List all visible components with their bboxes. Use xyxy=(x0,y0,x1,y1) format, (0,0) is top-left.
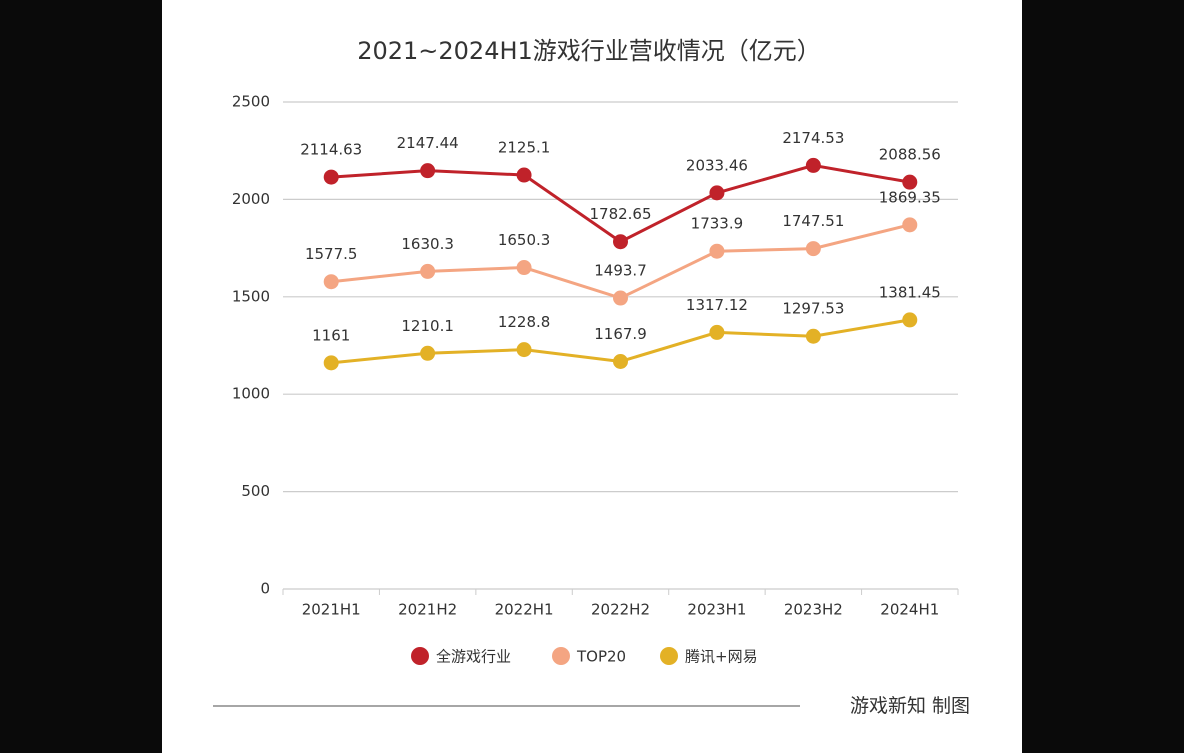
legend-label: TOP20 xyxy=(576,648,626,666)
point xyxy=(323,274,339,290)
x-tick-label: 2021H2 xyxy=(398,601,457,619)
data-label: 2174.53 xyxy=(782,129,844,147)
point xyxy=(323,169,339,185)
data-label: 1747.51 xyxy=(782,212,844,230)
y-tick-label: 2000 xyxy=(232,190,270,208)
y-tick-label: 1500 xyxy=(232,287,270,305)
point xyxy=(709,324,725,340)
data-label: 1630.3 xyxy=(401,235,454,253)
data-label: 2114.63 xyxy=(300,141,362,159)
data-label: 1869.35 xyxy=(879,188,941,206)
data-label: 1782.65 xyxy=(589,205,651,223)
legend-marker xyxy=(660,647,678,665)
data-label: 1161 xyxy=(312,326,350,344)
y-tick-label: 1000 xyxy=(232,385,270,403)
point xyxy=(420,345,436,361)
data-label: 1228.8 xyxy=(498,313,551,331)
point xyxy=(902,217,918,233)
x-tick-label: 2023H1 xyxy=(687,601,746,619)
point xyxy=(902,312,918,328)
point xyxy=(613,290,628,306)
x-tick-label: 2022H1 xyxy=(495,601,554,619)
legend-label: 全游戏行业 xyxy=(436,648,511,666)
data-label: 2147.44 xyxy=(397,134,459,152)
point xyxy=(420,263,436,279)
x-tick-label: 2022H2 xyxy=(591,601,650,619)
y-tick-label: 0 xyxy=(260,580,270,598)
data-label: 1297.53 xyxy=(782,300,844,318)
legend-label: 腾讯+网易 xyxy=(685,648,758,666)
data-label: 1210.1 xyxy=(401,317,454,335)
point xyxy=(420,163,436,179)
legend-marker xyxy=(552,647,570,665)
x-tick-label: 2024H1 xyxy=(880,601,939,619)
point xyxy=(805,157,821,173)
point xyxy=(709,185,725,201)
y-tick-label: 500 xyxy=(241,482,270,500)
point xyxy=(613,353,628,369)
x-tick-label: 2021H1 xyxy=(302,601,361,619)
data-label: 1167.9 xyxy=(594,325,647,343)
legend-marker xyxy=(411,647,429,665)
point xyxy=(613,234,628,250)
chart-title: 2021~2024H1游戏行业营收情况（亿元） xyxy=(357,37,821,65)
x-tick-label: 2023H2 xyxy=(784,601,843,619)
point xyxy=(516,260,532,276)
point xyxy=(805,241,821,257)
data-label: 1733.9 xyxy=(691,215,744,233)
point xyxy=(902,174,918,190)
data-label: 2125.1 xyxy=(498,139,551,157)
data-label: 1317.12 xyxy=(686,296,748,314)
chart-background xyxy=(162,0,1022,753)
y-tick-label: 2500 xyxy=(232,93,270,111)
data-label: 1650.3 xyxy=(498,231,551,249)
point xyxy=(805,328,821,344)
data-label: 2033.46 xyxy=(686,156,748,174)
point xyxy=(323,355,339,371)
data-label: 2088.56 xyxy=(879,146,941,164)
data-label: 1577.5 xyxy=(305,245,358,263)
data-label: 1381.45 xyxy=(879,283,941,301)
point xyxy=(516,342,532,358)
source-note: 游戏新知 制图 xyxy=(850,695,970,717)
point xyxy=(709,243,725,259)
data-label: 1493.7 xyxy=(594,262,647,280)
point xyxy=(516,167,532,183)
